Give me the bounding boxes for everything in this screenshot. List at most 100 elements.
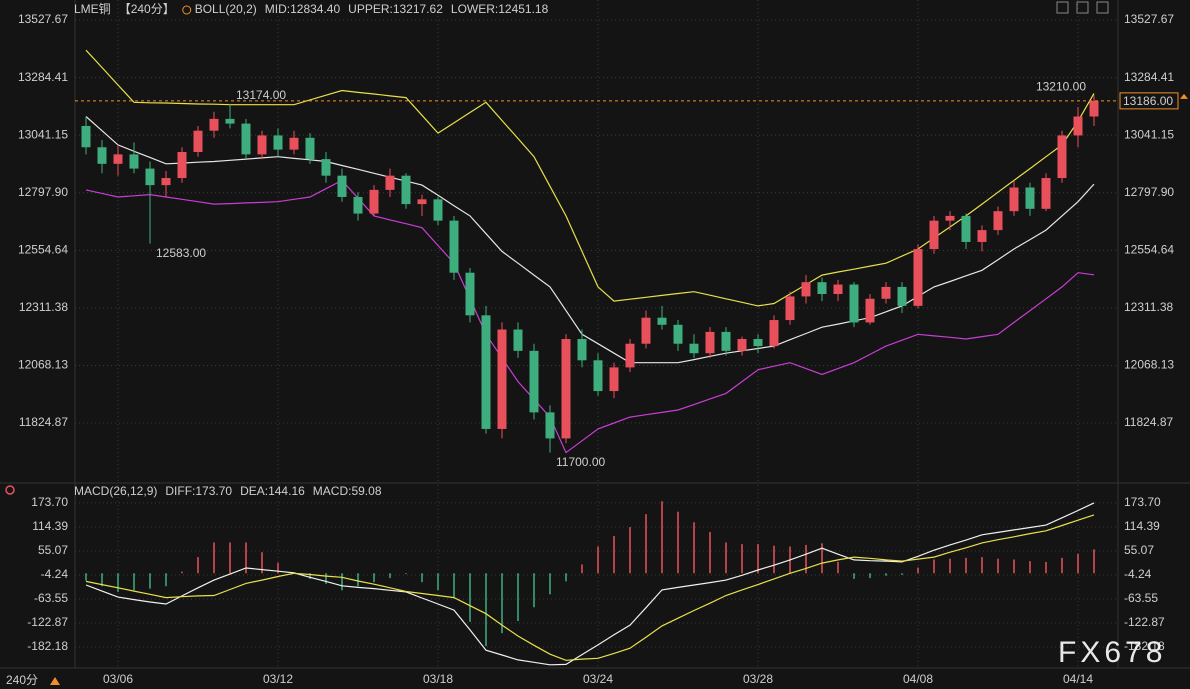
candle-body	[513, 329, 523, 351]
candle-body	[1073, 116, 1083, 136]
extreme-label: 11700.00	[556, 455, 605, 469]
toolbar-icons[interactable]	[1056, 1, 1109, 14]
y-tick-label: 11824.87	[1124, 415, 1173, 429]
candle-body	[721, 331, 731, 351]
candle-body	[417, 199, 427, 205]
settings-icon	[182, 5, 192, 15]
candle-body	[129, 154, 139, 169]
y-tick-label: 13041.15	[1124, 127, 1174, 141]
y-tick-label: 12311.38	[19, 300, 68, 314]
y-tick-label: 13527.67	[1124, 12, 1174, 26]
x-tick-label: 03/12	[263, 672, 293, 686]
y-tick-label: 12554.64	[1124, 242, 1174, 256]
candle-body	[449, 220, 459, 273]
y-tick-label: -182.18	[27, 639, 68, 653]
y-tick-label: 12311.38	[1124, 300, 1173, 314]
period-switch[interactable]: 240分	[6, 673, 38, 687]
candle-body	[705, 331, 715, 354]
y-tick-label: 11824.87	[19, 415, 68, 429]
candle-body	[993, 211, 1003, 231]
candle-body	[145, 168, 155, 186]
candle-body	[529, 350, 539, 413]
candle-body	[353, 196, 363, 214]
last-price-box	[1119, 92, 1179, 110]
x-tick-label: 03/18	[423, 672, 453, 686]
switch-arrow[interactable]	[50, 677, 60, 685]
candle-body	[113, 154, 123, 164]
legend-text: LOWER:12451.18	[451, 2, 549, 16]
extreme-label: 12583.00	[156, 246, 206, 260]
y-tick-label: 13041.15	[18, 127, 68, 141]
band-line	[85, 179, 1095, 454]
y-tick-label: 114.39	[32, 519, 68, 533]
macd-line	[85, 502, 1095, 666]
y-tick-label: -182.18	[1124, 639, 1165, 653]
y-tick-label: 12068.13	[1124, 358, 1174, 372]
legend-text: UPPER:13217.62	[348, 2, 443, 16]
candle-body	[945, 215, 955, 221]
band-line	[85, 116, 1095, 364]
candle-body	[241, 123, 251, 155]
candle-body	[977, 230, 987, 242]
candle-body	[577, 338, 587, 361]
candle-body	[737, 338, 747, 351]
candle-body	[385, 175, 395, 190]
y-tick-label: 13284.41	[1124, 70, 1174, 84]
candle-body	[209, 118, 219, 131]
candle-body	[465, 272, 475, 316]
y-tick-label: 55.07	[1124, 543, 1154, 557]
y-tick-label: -63.55	[1124, 591, 1158, 605]
y-tick-label: 12554.64	[18, 242, 68, 256]
icon-button[interactable]	[1096, 1, 1109, 14]
legend-text: DEA:144.16	[240, 484, 305, 498]
candle-body	[657, 317, 667, 325]
candle-body	[161, 178, 171, 186]
candle-body	[801, 282, 811, 297]
candle-body	[401, 175, 411, 205]
candle-body	[369, 189, 379, 214]
candle-body	[865, 298, 875, 323]
x-tick-label: 03/28	[743, 672, 773, 686]
candle-body	[673, 324, 683, 344]
candle-body	[929, 220, 939, 250]
icon-button[interactable]	[1076, 1, 1089, 14]
candle-body	[817, 282, 827, 295]
candle-body	[481, 315, 491, 429]
x-tick-label: 04/14	[1063, 672, 1093, 686]
indicator-icon[interactable]	[5, 485, 15, 495]
candle-body	[833, 284, 843, 295]
candle-body	[193, 130, 203, 153]
legend-text: LME铜	[74, 1, 111, 16]
extreme-label: 13210.00	[1036, 79, 1086, 93]
candle-body	[641, 317, 651, 344]
icon-button[interactable]	[1056, 1, 1069, 14]
candle-body	[625, 343, 635, 368]
candle-body	[289, 137, 299, 150]
candle-body	[593, 360, 603, 392]
y-tick-label: -4.24	[41, 567, 69, 581]
candle-body	[561, 338, 571, 439]
candle-body	[305, 137, 315, 160]
y-tick-label: 13284.41	[18, 70, 68, 84]
candle-body	[881, 286, 891, 299]
candle-body	[785, 296, 795, 321]
legend-text: DIFF:173.70	[165, 484, 232, 498]
y-tick-label: -122.87	[1124, 615, 1165, 629]
candle-body	[1089, 100, 1099, 117]
candle-body	[81, 125, 91, 148]
y-tick-label: 55.07	[38, 543, 68, 557]
legend-text: MACD:59.08	[313, 484, 382, 498]
band-line	[85, 49, 1095, 307]
candle-body	[1025, 187, 1035, 209]
extreme-label: 13174.00	[236, 88, 286, 102]
candle-body	[753, 338, 763, 347]
candle-body	[897, 286, 907, 306]
candle-body	[1057, 135, 1067, 179]
candle-body	[913, 249, 923, 306]
candle-body	[689, 343, 699, 354]
candle-body	[769, 320, 779, 347]
candle-body	[609, 367, 619, 392]
y-tick-label: -122.87	[27, 615, 68, 629]
candle-body	[321, 159, 331, 176]
